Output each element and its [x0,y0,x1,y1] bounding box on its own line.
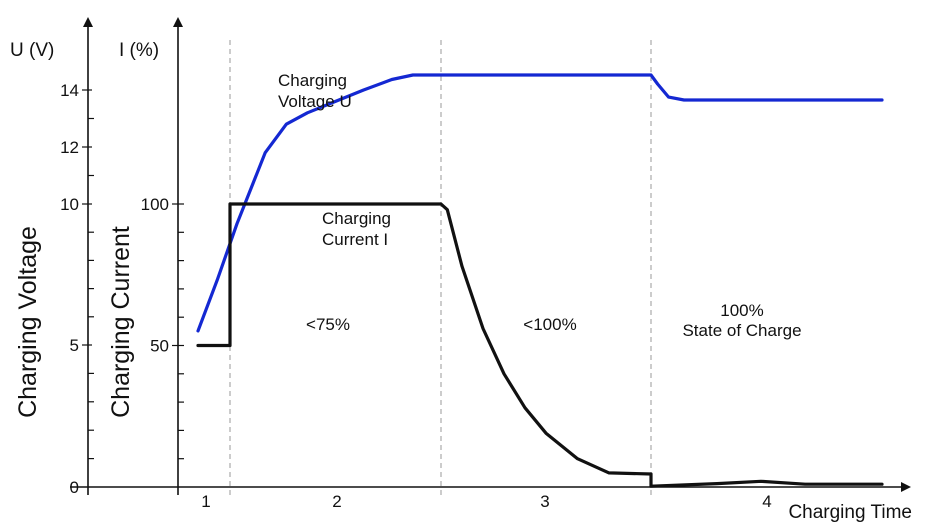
voltage-tick-label-12: 12 [60,138,79,157]
voltage-series-label-line2: Voltage U [278,92,352,111]
voltage-curve [196,73,884,333]
voltage-tick-label-10: 10 [60,195,79,214]
phase-4-annotation-line2: State of Charge [682,321,801,340]
voltage-tick-label-14: 14 [60,81,79,100]
time-axis-title: Charging Time [788,502,912,523]
phase-label-1: 1 [201,492,210,511]
current-curve [196,202,884,488]
phase-label-2: 2 [332,492,341,511]
current-tick-label-50: 50 [150,337,169,356]
voltage-tick-label-0: 0 [70,478,79,497]
voltage-tick-label-5: 5 [70,336,79,355]
current-axis-title: Charging Current [107,226,135,418]
current-series-label-line1: Charging [322,209,391,228]
current-series-label-line2: Current I [322,230,388,249]
voltage-axis-title: Charging Voltage [14,226,42,418]
phase-2-annotation-line1: <75% [306,315,350,334]
voltage-unit-label: U (V) [10,40,54,61]
axes-layer [70,17,911,495]
phase-3-annotation-line1: <100% [523,315,576,334]
phase-4-annotation-line1: 100% [720,301,763,320]
phase-label-3: 3 [540,492,549,511]
phase-label-4: 4 [762,492,771,511]
voltage-series-label-line1: Charging [278,71,347,90]
current-tick-label-100: 100 [141,195,169,214]
current-unit-label: I (%) [119,40,159,61]
series-layer [196,73,884,488]
